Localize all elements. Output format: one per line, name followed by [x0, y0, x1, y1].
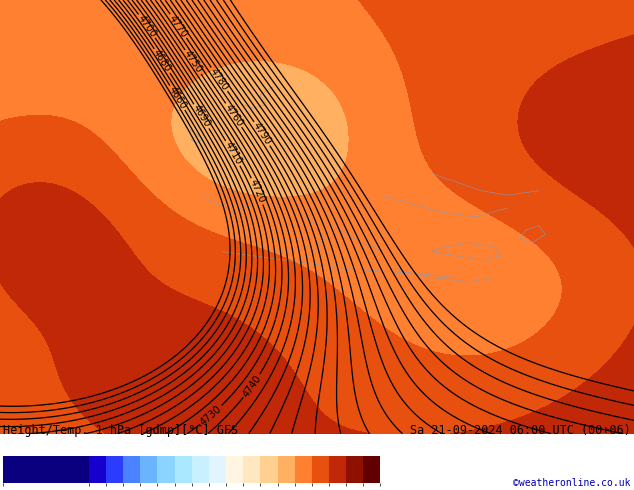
- Bar: [329, 456, 346, 483]
- Bar: [278, 456, 295, 483]
- Text: 4760: 4760: [223, 102, 245, 128]
- Bar: [295, 456, 312, 483]
- Text: 4730: 4730: [198, 403, 224, 427]
- Text: 4780: 4780: [209, 66, 231, 92]
- Text: 4720: 4720: [248, 178, 267, 205]
- Text: 4700: 4700: [136, 13, 158, 39]
- Text: 4680: 4680: [152, 48, 173, 74]
- Bar: [140, 456, 157, 483]
- Bar: [123, 456, 140, 483]
- Bar: [3, 456, 89, 483]
- Text: 4690: 4690: [191, 103, 212, 129]
- Text: 4710: 4710: [223, 140, 243, 167]
- Text: Sa 21-09-2024 06:00 UTC (00+06): Sa 21-09-2024 06:00 UTC (00+06): [410, 424, 631, 437]
- Bar: [174, 456, 191, 483]
- Bar: [157, 456, 174, 483]
- Text: 4770: 4770: [167, 13, 190, 39]
- Bar: [243, 456, 261, 483]
- Bar: [312, 456, 329, 483]
- Bar: [346, 456, 363, 483]
- Text: Height/Temp. 1 hPa [gdmp][°C] GFS: Height/Temp. 1 hPa [gdmp][°C] GFS: [3, 424, 238, 437]
- Bar: [261, 456, 278, 483]
- Bar: [226, 456, 243, 483]
- Bar: [191, 456, 209, 483]
- Text: 4790: 4790: [251, 121, 273, 147]
- Bar: [106, 456, 123, 483]
- Bar: [209, 456, 226, 483]
- Text: 4750: 4750: [182, 49, 204, 75]
- Bar: [89, 456, 106, 483]
- Text: 4660: 4660: [167, 85, 188, 111]
- Text: ©weatheronline.co.uk: ©weatheronline.co.uk: [514, 478, 631, 488]
- Bar: [363, 456, 380, 483]
- Text: 4740: 4740: [241, 373, 263, 399]
